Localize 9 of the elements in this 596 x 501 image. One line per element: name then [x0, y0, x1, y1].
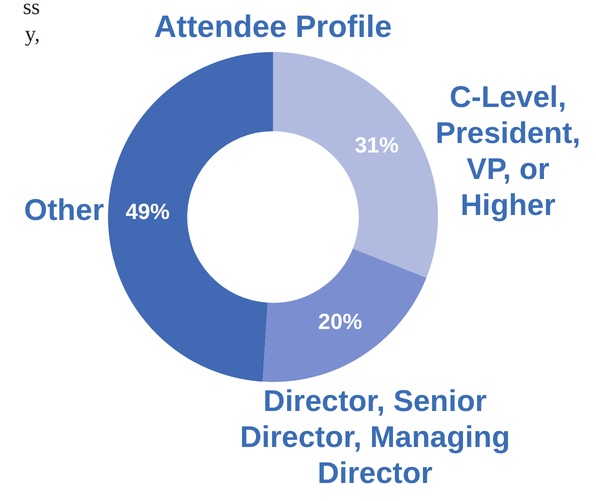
slice-label: Director, Senior Director, Managing Director	[238, 384, 512, 492]
text: ss	[22, 0, 40, 20]
data-label: 20%	[318, 308, 362, 334]
slice-label: Other	[22, 193, 104, 229]
slice-label: C-Level, President, VP, or Higher	[434, 80, 582, 224]
text: y,	[24, 21, 40, 48]
data-label: 31%	[354, 132, 399, 158]
data-label: 49%	[126, 199, 170, 224]
chart-title: Attendee Profile	[154, 9, 392, 44]
